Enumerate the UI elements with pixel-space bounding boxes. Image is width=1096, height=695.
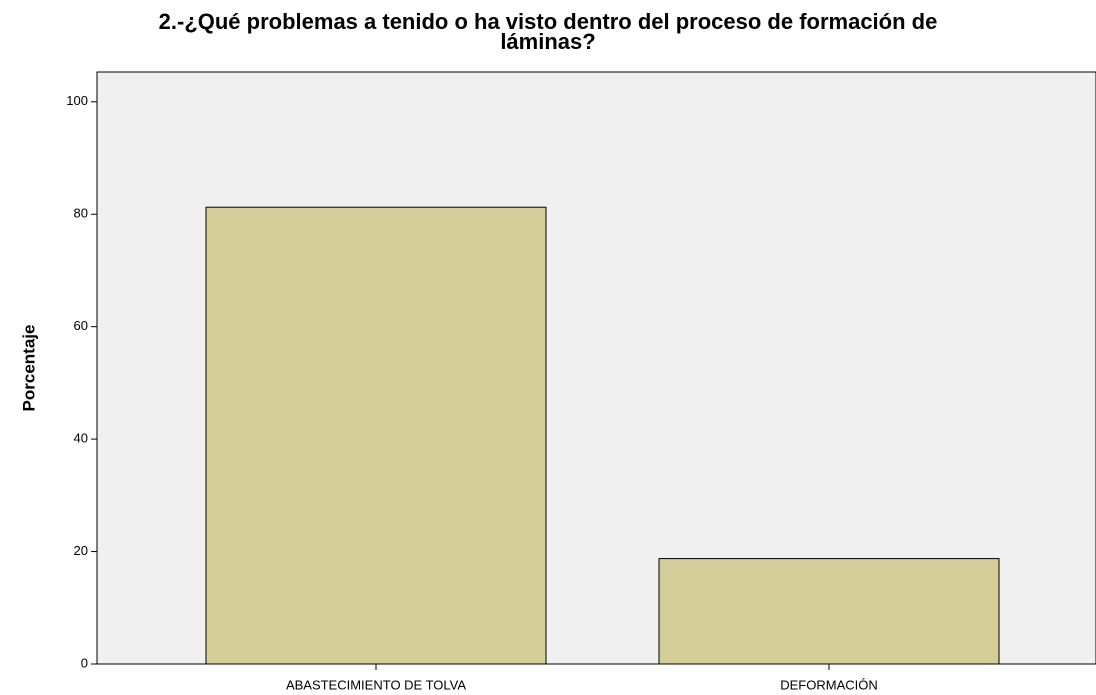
bar (205, 206, 547, 665)
y-tick-label: 100 (66, 93, 88, 108)
y-tick-label: 60 (74, 318, 88, 333)
y-tick-label: 80 (74, 206, 88, 221)
y-tick-label: 0 (81, 655, 88, 670)
x-tick-label: DEFORMACIÓN (780, 677, 878, 692)
bar (658, 558, 1000, 665)
y-axis-label: Porcentaje (19, 325, 38, 412)
y-tick-label: 40 (74, 431, 88, 446)
chart-title: 2.-¿Qué problemas a tenido o ha visto de… (158, 9, 938, 54)
x-tick-label: ABASTECIMIENTO DE TOLVA (286, 677, 466, 692)
y-tick-label: 20 (74, 543, 88, 558)
